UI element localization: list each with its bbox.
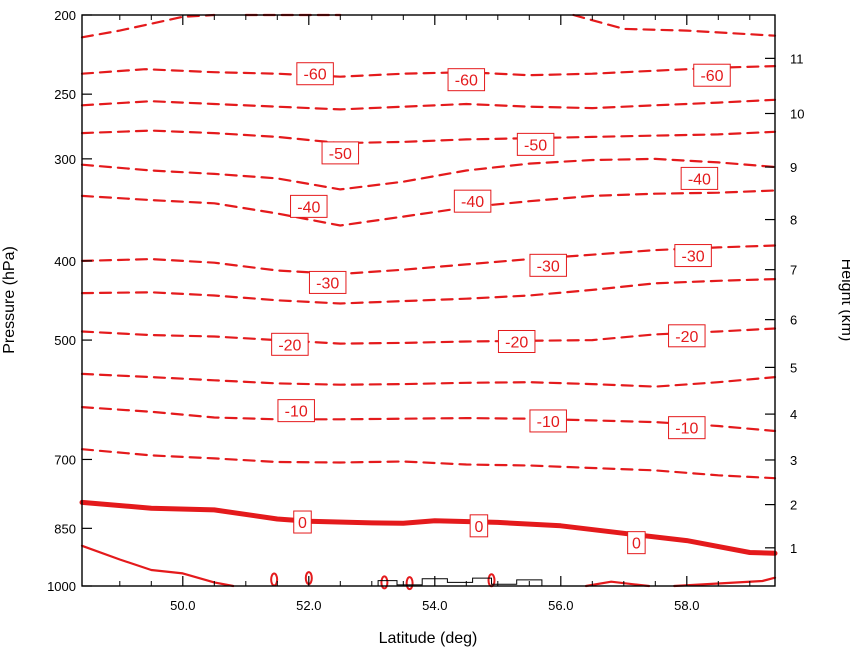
contour-label-box [290,194,328,218]
contour-label-box [469,514,489,538]
contour-label: -30 [537,258,560,275]
contour-label: -10 [675,421,698,438]
y2-tick-label: 6 [790,313,797,328]
y-tick-label: 250 [54,87,76,102]
contour-label-box [321,141,360,165]
terrain-line [377,577,543,586]
y2-tick-label: 10 [790,106,804,121]
contour-label-box [453,189,492,213]
contour-line [80,278,777,305]
contour-label-box [516,132,555,156]
contour-label-box [308,270,347,294]
contour-label: -20 [505,334,528,351]
contour-line [80,244,777,276]
contour-line [673,576,777,588]
y-tick-label: 200 [54,8,76,23]
contour-label-box [277,399,315,423]
y-axis-label: Pressure (hPa) [1,246,18,354]
contour-label: -20 [278,337,301,354]
contour-label-box [529,409,567,433]
contour-line [80,406,777,433]
contour-label-box [293,510,312,534]
x-tick-label: 52.0 [296,598,321,613]
contour-label-box [529,253,567,277]
contour-label: -40 [461,194,484,211]
contour-label-box [693,63,731,87]
contour-line [80,189,777,227]
y2-tick-label: 2 [790,498,797,513]
contour-label-box [447,68,486,92]
x-tick-label: 58.0 [674,598,699,613]
contour-label: -60 [700,68,723,85]
contour-line [80,157,777,191]
small-contour [380,575,389,590]
contour-label: -60 [455,73,478,90]
y2-tick-label: 1 [790,541,797,556]
x-tick-label: 54.0 [422,598,447,613]
y-tick-label: 850 [54,521,76,536]
contour-label: -50 [524,137,547,154]
contour-line [80,544,235,588]
y2-tick-label: 11 [790,51,804,66]
contour-line [79,499,778,556]
contour-label-box [271,332,309,356]
contour-line [80,372,777,388]
small-contour [405,576,414,591]
x-tick-label: 50.0 [170,598,195,613]
plot-frame [81,14,776,587]
contour-line [80,13,216,39]
y2-tick-label: 9 [790,160,797,175]
y2-tick-label: 8 [790,213,797,228]
contour-label: 0 [474,519,483,536]
contour-label: -30 [316,275,339,292]
contour-line [80,327,777,345]
contour-line [80,448,777,480]
contour-label-box [296,62,334,86]
contour-label: -60 [304,67,327,84]
small-contour [270,572,279,587]
contour-label: -40 [297,199,320,216]
y-tick-label: 1000 [47,579,76,594]
contour-label-box [497,329,536,353]
contour-label-box [627,531,646,555]
y-tick-label: 400 [54,254,76,269]
contour-label: -10 [537,414,560,431]
y2-tick-label: 4 [790,407,797,422]
contour-label: -50 [329,146,352,163]
contour-label: -20 [675,329,698,346]
y-tick-label: 700 [54,452,76,467]
contour-label-box [668,416,706,440]
contour-label: -40 [688,171,711,188]
contour-label: 0 [298,515,307,532]
y-tick-label: 300 [54,152,76,167]
x-tick-label: 56.0 [548,598,573,613]
contour-label: 0 [632,536,641,553]
contour-line [80,98,777,111]
y2-tick-label: 3 [790,453,797,468]
y-tick-label: 500 [54,333,76,348]
y2-tick-label: 5 [790,360,797,375]
contour-label: -30 [682,249,705,266]
contour-lines [79,13,778,591]
contour-label-box [668,324,706,348]
contour-label-box [680,166,719,190]
contour-label-box [674,244,712,268]
x-axis-label: Latitude (deg) [379,630,478,647]
contour-label: -10 [285,404,308,421]
axes: 50.0 52.0 54.0 56.0 58.020025030040050070085… [47,8,804,613]
terrain-outline [377,577,543,586]
y2-tick-label: 7 [790,263,797,278]
y2-axis-label: Height (km) [838,259,850,342]
contour-line [80,64,777,78]
contour-labels: -60 -60 -60 -50 -50 -40 -40 -40 -30 -30 -30 -20 -20 -… [271,62,731,555]
contour-line [80,129,777,145]
contour-line [572,13,777,37]
